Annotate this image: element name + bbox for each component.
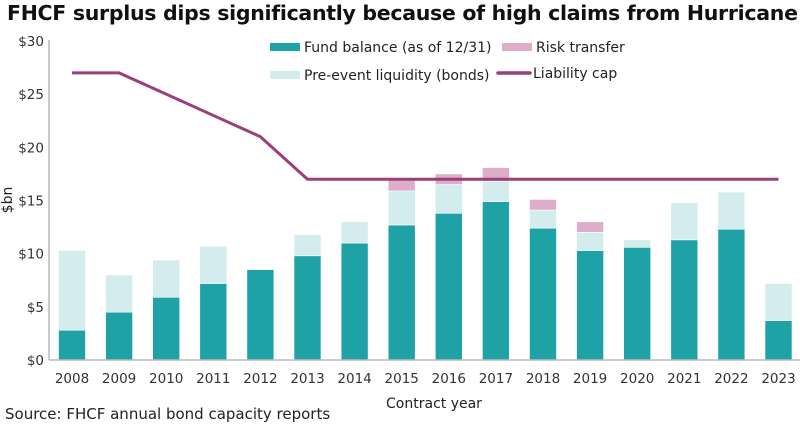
x-tick-label: 2023 bbox=[761, 371, 795, 387]
legend-pre-event-liquidity-swatch bbox=[270, 71, 300, 79]
bar-pre-event-liquidity bbox=[387, 190, 416, 226]
bar-fund-balance bbox=[670, 239, 699, 361]
liability-cap-line bbox=[72, 71, 779, 181]
bar-risk-transfer bbox=[576, 221, 604, 233]
bars bbox=[58, 167, 793, 361]
bar-pre-event-liquidity bbox=[717, 191, 746, 230]
bar-fund-balance bbox=[764, 320, 793, 361]
bar-pre-event-liquidity bbox=[434, 184, 463, 214]
bar-fund-balance bbox=[482, 201, 510, 361]
x-tick-label: 2020 bbox=[620, 371, 654, 387]
x-tick-label: 2017 bbox=[479, 371, 513, 387]
source-note: Source: FHCF annual bond capacity report… bbox=[5, 405, 331, 423]
bar-pre-event-liquidity bbox=[293, 234, 322, 257]
y-axis-label: $bn bbox=[0, 187, 16, 214]
bar-pre-event-liquidity bbox=[199, 245, 228, 284]
y-tick-label: $15 bbox=[18, 194, 44, 210]
bar-fund-balance bbox=[105, 311, 133, 361]
x-tick-label: 2009 bbox=[102, 371, 136, 387]
legend-liability-cap-label: Liability cap bbox=[533, 66, 617, 82]
bar-fund-balance bbox=[529, 227, 557, 361]
y-axis: $0 $5 $10 $15 $20 $25 $30 bbox=[18, 34, 50, 369]
x-tick-label: 2015 bbox=[385, 371, 419, 387]
x-tick-label: 2022 bbox=[714, 371, 748, 387]
x-axis-label: Contract year bbox=[386, 396, 482, 412]
bar-fund-balance bbox=[340, 242, 369, 361]
bar-fund-balance bbox=[387, 224, 416, 361]
x-tick-label: 2016 bbox=[432, 371, 466, 387]
bar-risk-transfer bbox=[387, 178, 416, 192]
legend: Fund balance (as of 12/31) Risk transfer P… bbox=[270, 40, 625, 84]
bar-fund-balance bbox=[199, 283, 228, 361]
legend-fund-balance-swatch bbox=[270, 43, 300, 51]
bar-pre-event-liquidity bbox=[482, 181, 510, 202]
legend-pre-event-liquidity-label: Pre-event liquidity (bonds) bbox=[304, 68, 490, 84]
legend-fund-balance-label: Fund balance (as of 12/31) bbox=[304, 40, 491, 56]
x-tick-label: 2018 bbox=[526, 371, 560, 387]
x-tick-label: 2019 bbox=[573, 371, 607, 387]
bar-pre-event-liquidity bbox=[340, 221, 369, 244]
liability-cap-line-group bbox=[72, 71, 779, 181]
bar-fund-balance bbox=[293, 255, 322, 361]
bar-fund-balance bbox=[58, 329, 86, 361]
legend-risk-transfer-label: Risk transfer bbox=[536, 40, 625, 56]
chart-title: FHCF surplus dips significantly because … bbox=[7, 1, 800, 25]
x-tick-label: 2021 bbox=[667, 371, 701, 387]
bar-fund-balance bbox=[246, 269, 275, 361]
bar-pre-event-liquidity bbox=[764, 283, 793, 321]
bar-pre-event-liquidity bbox=[152, 259, 180, 298]
x-tick-label: 2008 bbox=[55, 371, 89, 387]
bar-fund-balance bbox=[576, 250, 604, 361]
x-tick-label: 2014 bbox=[337, 371, 371, 387]
legend-risk-transfer-swatch bbox=[502, 43, 532, 51]
x-tick-label: 2010 bbox=[149, 371, 183, 387]
x-tick-label: 2012 bbox=[243, 371, 277, 387]
bar-risk-transfer bbox=[529, 199, 557, 211]
bar-pre-event-liquidity bbox=[670, 202, 699, 241]
bar-fund-balance bbox=[717, 228, 746, 361]
y-tick-label: $10 bbox=[18, 247, 44, 263]
bar-fund-balance bbox=[623, 246, 652, 361]
bar-pre-event-liquidity bbox=[576, 232, 604, 251]
y-tick-label: $20 bbox=[18, 140, 44, 156]
y-tick-label: $5 bbox=[27, 300, 44, 316]
x-tick-label: 2013 bbox=[290, 371, 324, 387]
bar-pre-event-liquidity bbox=[529, 209, 557, 229]
y-tick-label: $0 bbox=[27, 353, 44, 369]
x-axis: 2008 2009 2010 2011 2012 2013 2014 2015 2016 2017… bbox=[49, 359, 800, 387]
y-tick-label: $25 bbox=[18, 87, 44, 103]
x-tick-label: 2011 bbox=[196, 371, 230, 387]
bar-pre-event-liquidity bbox=[623, 239, 652, 248]
bar-fund-balance bbox=[434, 212, 463, 361]
y-tick-label: $30 bbox=[18, 34, 44, 50]
bar-pre-event-liquidity bbox=[105, 274, 133, 313]
bar-pre-event-liquidity bbox=[58, 250, 86, 331]
bar-fund-balance bbox=[152, 296, 180, 361]
